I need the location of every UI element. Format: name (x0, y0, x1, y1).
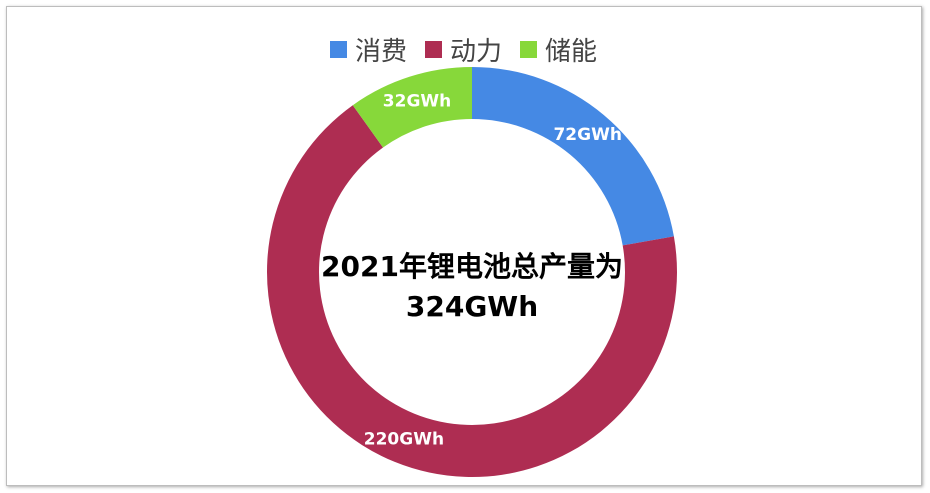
legend-item: 储能 (520, 37, 597, 67)
legend: 消费 动力 储能 (330, 37, 597, 67)
data-label: 72GWh (553, 125, 621, 145)
slices (266, 67, 677, 478)
data-label: 220GWh (364, 430, 444, 450)
legend-swatch (330, 41, 347, 58)
legend-swatch (425, 41, 442, 58)
center-text-line-2: 324GWh (406, 290, 538, 323)
data-label: 32GWh (383, 92, 451, 112)
legend-swatch (520, 41, 537, 58)
legend-label: 动力 (450, 37, 502, 67)
data-labels: 72GWh 220GWh 32GWh (364, 92, 622, 450)
slice-3 (352, 67, 472, 148)
center-text-line-1: 2021年锂电池总产量为 (321, 250, 623, 283)
legend-item: 消费 (330, 37, 407, 67)
legend-label: 储能 (545, 37, 597, 67)
slice-1 (472, 67, 674, 246)
legend-item: 动力 (425, 37, 502, 67)
legend-label: 消费 (355, 37, 407, 67)
